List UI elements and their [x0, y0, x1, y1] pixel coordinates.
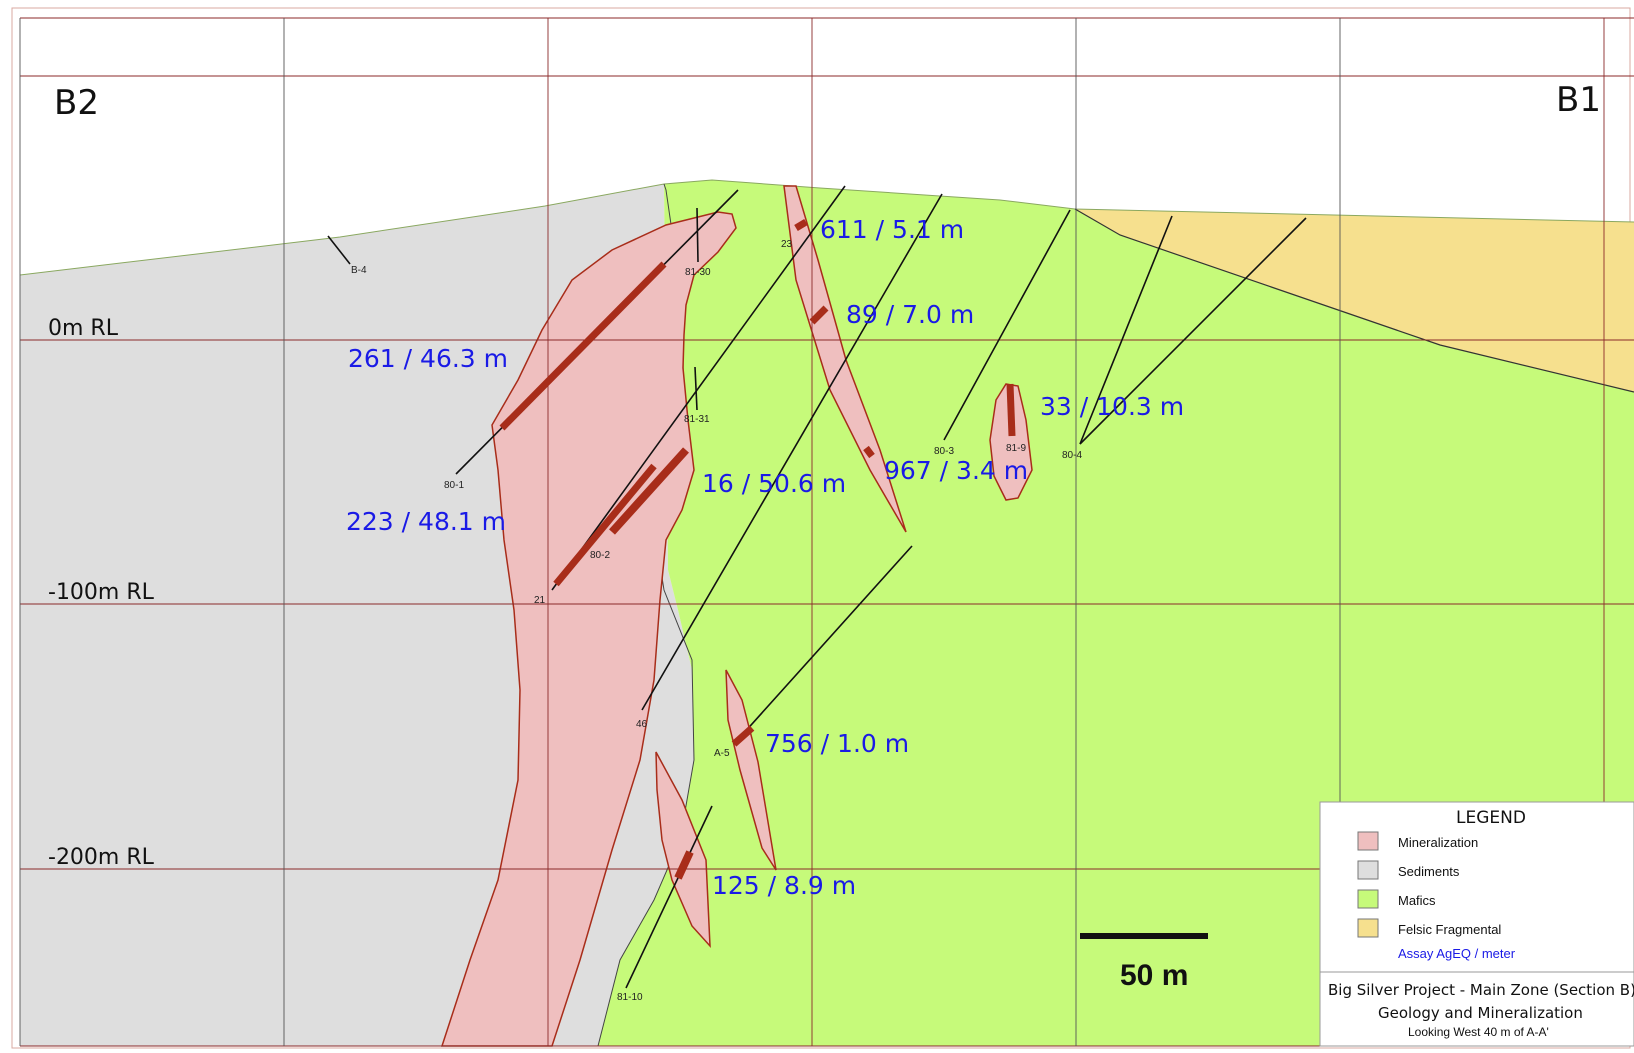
elevation-label: -200m RL [48, 845, 155, 870]
hole-label: 80-3 [934, 446, 954, 457]
assay-label: 756 / 1.0 m [765, 729, 909, 758]
trace-80-4 [1079, 215, 1173, 445]
assay-label: 261 / 46.3 m [348, 344, 508, 373]
hole-label: B-4 [351, 265, 367, 276]
hole-label: 23 [781, 239, 793, 250]
pod-81-10 [655, 751, 711, 949]
elevation-label: -100m RL [48, 580, 155, 605]
main-mineralization-zone [440, 211, 737, 1047]
legend-swatch [1357, 860, 1379, 880]
felsic-contact [1074, 208, 1634, 393]
pod-81-9 [989, 383, 1033, 501]
trace-81-31 [694, 366, 698, 411]
intercept-81-10 [674, 850, 694, 880]
assay-label: 16 / 50.6 m [702, 469, 846, 498]
assay-labels: 611 / 5.1 m 89 / 7.0 m 261 / 46.3 m 33 /… [346, 215, 1184, 900]
trace-81-10 [625, 805, 713, 989]
hole-label: A-5 [714, 748, 730, 759]
trace-80-4b [1079, 217, 1307, 445]
trace-a-5 [733, 545, 913, 745]
hole-label: 81-31 [684, 414, 710, 425]
hole-label: 80-4 [1062, 450, 1082, 461]
hole-label: 81-10 [617, 992, 643, 1003]
assay-label: 611 / 5.1 m [820, 215, 964, 244]
intercept-80-2 [609, 447, 689, 535]
hole-label: 81-9 [1006, 443, 1026, 454]
legend-item-label: Felsic Fragmental [1398, 922, 1501, 937]
legend-swatch [1357, 831, 1379, 851]
assay-label: 223 / 48.1 m [346, 507, 506, 536]
drill-hole-labels: B-4 80-1 81-30 81-31 80-2 21 46 23 80-3 … [351, 239, 1082, 1003]
scale-bar-label: 50 m [1120, 959, 1188, 992]
intercept-21 [553, 463, 657, 587]
felsic-fragmental-unit [1075, 209, 1634, 392]
hole-label: 80-2 [590, 550, 610, 561]
trace-21 [551, 185, 846, 591]
hole-label: 46 [636, 719, 648, 730]
hole-label: 80-1 [444, 480, 464, 491]
intercept-967 [863, 445, 875, 459]
vein-23 [783, 185, 907, 533]
trace-46 [641, 193, 943, 711]
title-line-2: Geology and Mineralization [1378, 1004, 1583, 1022]
intercept-89 [809, 305, 829, 325]
trace-b-4 [327, 235, 351, 265]
section-end-b1: B1 [1556, 80, 1601, 120]
assay-label: 33 / 10.3 m [1040, 392, 1184, 421]
hole-label: 81-30 [685, 267, 711, 278]
hole-label: 21 [534, 595, 546, 606]
intercept-80-1 [499, 261, 667, 431]
legend: LEGEND Mineralization Sediments Mafics F… [1319, 801, 1634, 973]
pod-a-5 [725, 669, 777, 871]
intercept-23 [794, 218, 808, 232]
assay-intercepts [499, 218, 1016, 880]
mineralization-bodies [440, 185, 1033, 1047]
legend-title: LEGEND [1456, 808, 1526, 828]
legend-item-label: Sediments [1398, 864, 1460, 879]
assay-label: 125 / 8.9 m [712, 871, 856, 900]
intercept-81-9 [1006, 383, 1016, 437]
assay-label: 89 / 7.0 m [846, 300, 974, 329]
surface-contact [19, 179, 1634, 276]
elevation-label: 0m RL [48, 316, 119, 341]
intercept-a-5 [731, 725, 755, 747]
legend-item-label: Mafics [1398, 893, 1436, 908]
legend-item-label: Mineralization [1398, 835, 1478, 850]
trace-80-3 [943, 209, 1071, 441]
legend-swatch [1357, 918, 1379, 938]
legend-swatch [1357, 889, 1379, 909]
title-block: Big Silver Project - Main Zone (Section … [1319, 971, 1634, 1047]
legend-note: Assay AgEQ / meter [1398, 946, 1516, 961]
section-end-b2: B2 [54, 83, 99, 123]
title-line-1: Big Silver Project - Main Zone (Section … [1328, 981, 1634, 999]
trace-81-30 [696, 207, 699, 263]
scale-bar: 50 m [1080, 933, 1208, 992]
title-line-3: Looking West 40 m of A-A' [1408, 1025, 1549, 1039]
assay-label: 967 / 3.4 m [884, 456, 1028, 485]
